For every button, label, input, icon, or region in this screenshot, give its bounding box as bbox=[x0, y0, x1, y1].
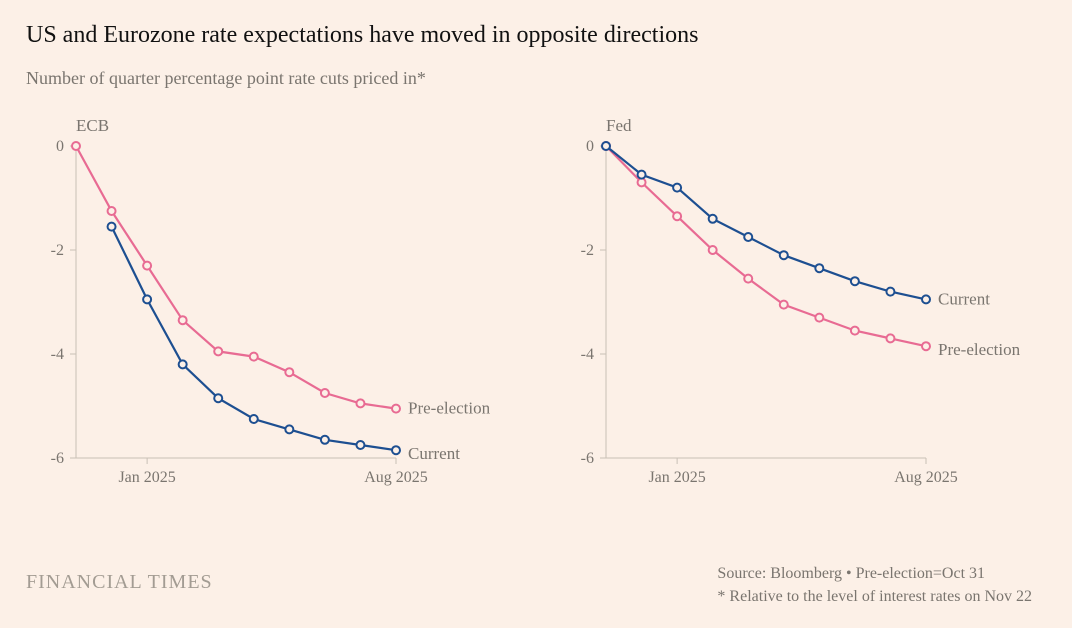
panel-fed: Fed 0 -2 -4 -6 Jan 2025 Aug 2025 Current Pre-el… bbox=[556, 116, 1046, 536]
chart-title: US and Eurozone rate expectations have m… bbox=[26, 22, 698, 49]
panel-fed-plot: 0 -2 -4 -6 Jan 2025 Aug 2025 Current Pre-electi… bbox=[556, 138, 1046, 498]
svg-text:Jan 2025: Jan 2025 bbox=[648, 469, 705, 486]
footnote-line: * Relative to the level of interest rate… bbox=[717, 586, 1032, 608]
svg-text:Aug 2025: Aug 2025 bbox=[894, 469, 958, 486]
panel-ecb-title: ECB bbox=[76, 116, 109, 136]
svg-text:Aug 2025: Aug 2025 bbox=[364, 469, 428, 486]
svg-text:-4: -4 bbox=[581, 346, 594, 363]
svg-text:-2: -2 bbox=[581, 242, 594, 259]
chart-subtitle: Number of quarter percentage point rate … bbox=[26, 68, 426, 89]
svg-text:Jan 2025: Jan 2025 bbox=[118, 469, 175, 486]
svg-text:0: 0 bbox=[586, 138, 594, 155]
svg-text:0: 0 bbox=[56, 138, 64, 155]
svg-text:-2: -2 bbox=[51, 242, 64, 259]
panel-ecb-plot: 0 -2 -4 -6 Jan 2025 Aug 2025 Pre-election Curre… bbox=[26, 138, 516, 498]
svg-text:Pre-election: Pre-election bbox=[938, 340, 1021, 359]
svg-text:Pre-election: Pre-election bbox=[408, 399, 491, 418]
panels-container: ECB 0 -2 -4 -6 Jan 2025 Aug 2025 Pre-election C… bbox=[26, 116, 1046, 536]
panel-fed-title: Fed bbox=[606, 116, 632, 136]
svg-text:Current: Current bbox=[938, 289, 990, 308]
brand-mark: FINANCIAL TIMES bbox=[26, 571, 213, 594]
footer-notes: Source: Bloomberg • Pre-election=Oct 31 … bbox=[717, 563, 1032, 608]
panel-ecb: ECB 0 -2 -4 -6 Jan 2025 Aug 2025 Pre-election C… bbox=[26, 116, 516, 536]
svg-text:-6: -6 bbox=[581, 450, 594, 467]
svg-text:-6: -6 bbox=[51, 450, 64, 467]
svg-text:Current: Current bbox=[408, 444, 460, 463]
source-line: Source: Bloomberg • Pre-election=Oct 31 bbox=[717, 563, 1032, 585]
svg-text:-4: -4 bbox=[51, 346, 64, 363]
